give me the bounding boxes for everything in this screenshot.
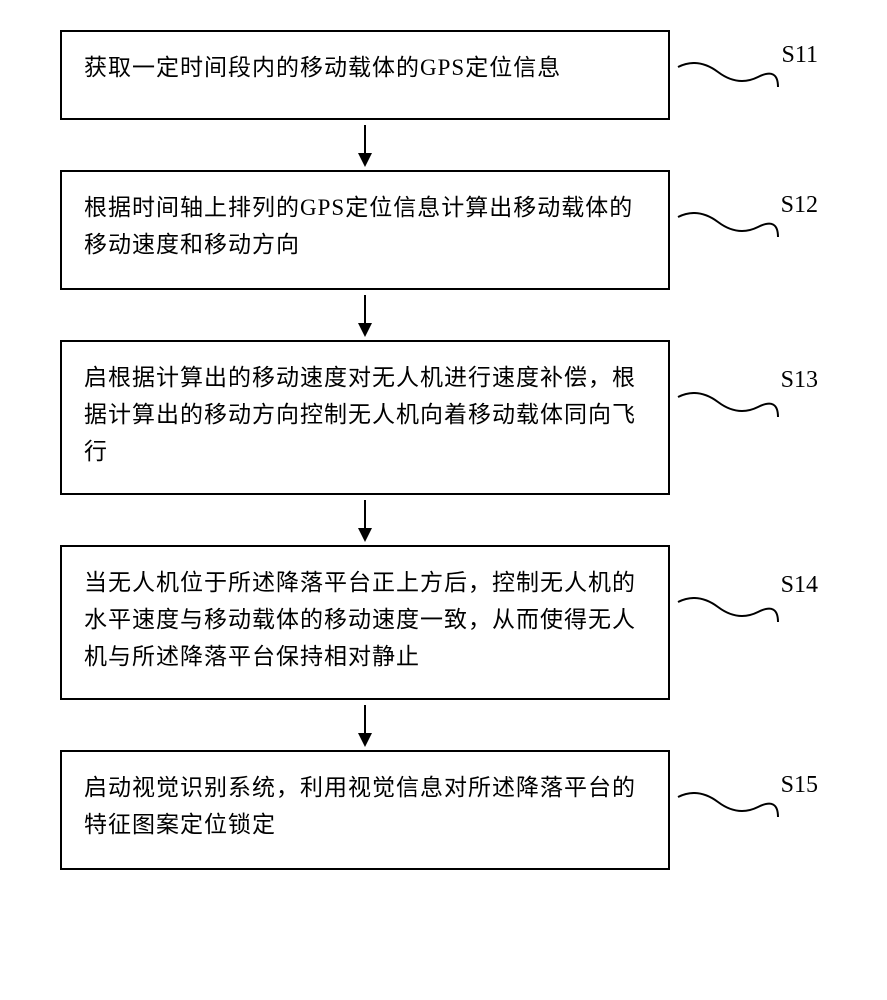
step-text: 根据时间轴上排列的GPS定位信息计算出移动载体的移动速度和移动方向: [84, 190, 646, 264]
step-label-s13: S13: [781, 367, 818, 394]
step-box-s15: 启动视觉识别系统，利用视觉信息对所述降落平台的特征图案定位锁定 S15: [60, 750, 670, 870]
step-label-s12: S12: [781, 192, 818, 219]
arrow-down-icon: [364, 125, 366, 165]
arrow-down-icon: [364, 500, 366, 540]
step-text: 启动视觉识别系统，利用视觉信息对所述降落平台的特征图案定位锁定: [84, 770, 646, 844]
step-label-s11: S11: [782, 42, 818, 69]
step-label-s15: S15: [781, 772, 818, 799]
arrow-connector: [60, 290, 670, 340]
arrow-down-icon: [364, 705, 366, 745]
connector-wavy-icon: [673, 597, 783, 637]
arrow-down-icon: [364, 295, 366, 335]
connector-wavy-icon: [673, 212, 783, 252]
step-text: 当无人机位于所述降落平台正上方后，控制无人机的水平速度与移动载体的移动速度一致，…: [84, 565, 646, 675]
step-box-s12: 根据时间轴上排列的GPS定位信息计算出移动载体的移动速度和移动方向 S12: [60, 170, 670, 290]
arrow-connector: [60, 495, 670, 545]
step-box-s13: 启根据计算出的移动速度对无人机进行速度补偿，根据计算出的移动方向控制无人机向着移…: [60, 340, 670, 495]
connector-wavy-icon: [673, 62, 783, 102]
arrow-connector: [60, 700, 670, 750]
step-box-s14: 当无人机位于所述降落平台正上方后，控制无人机的水平速度与移动载体的移动速度一致，…: [60, 545, 670, 700]
arrow-connector: [60, 120, 670, 170]
step-text: 启根据计算出的移动速度对无人机进行速度补偿，根据计算出的移动方向控制无人机向着移…: [84, 360, 646, 470]
connector-wavy-icon: [673, 792, 783, 832]
step-label-s14: S14: [781, 572, 818, 599]
flowchart-container: 获取一定时间段内的移动载体的GPS定位信息 S11 根据时间轴上排列的GPS定位…: [60, 30, 830, 870]
connector-wavy-icon: [673, 392, 783, 432]
step-text: 获取一定时间段内的移动载体的GPS定位信息: [84, 50, 561, 87]
step-box-s11: 获取一定时间段内的移动载体的GPS定位信息 S11: [60, 30, 670, 120]
